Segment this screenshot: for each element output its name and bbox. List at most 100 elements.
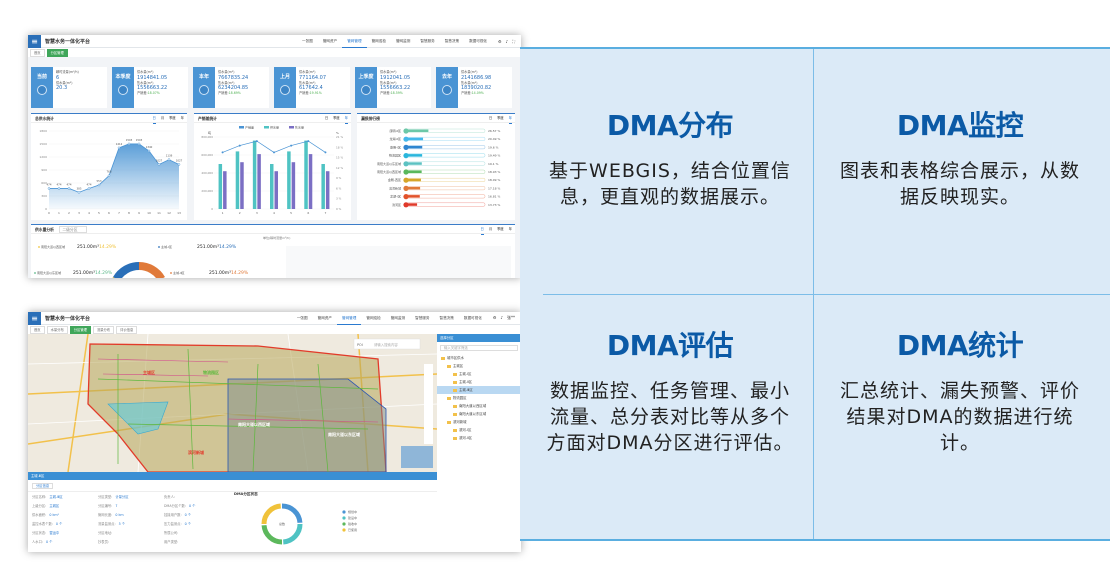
- period-tab[interactable]: 年: [508, 114, 512, 124]
- rank-bar[interactable]: [405, 154, 423, 157]
- tree-search-input[interactable]: 输入关键字筛选: [440, 345, 518, 351]
- period-tab[interactable]: 月: [160, 116, 165, 120]
- bar[interactable]: [257, 154, 261, 209]
- legend-label[interactable]: 售水量: [295, 125, 304, 130]
- breadcrumb-tab[interactable]: 评价信息: [116, 325, 138, 334]
- tree-item[interactable]: 主城-Ⅰ区: [437, 370, 521, 378]
- nav-item[interactable]: 智慧服务: [415, 315, 430, 320]
- nav-item[interactable]: 一张图: [296, 315, 308, 320]
- gear-icon[interactable]: ⚙: [492, 315, 497, 320]
- tree-item[interactable]: 南阳大道以西区域: [437, 402, 521, 410]
- tree-item[interactable]: 滨河-Ⅱ区: [437, 434, 521, 442]
- legend-label[interactable]: 已使用: [348, 527, 357, 532]
- map-toolbar[interactable]: [424, 364, 433, 444]
- bar[interactable]: [235, 151, 240, 209]
- rank-bar[interactable]: [405, 129, 429, 133]
- nav-item[interactable]: 智慧服务: [420, 38, 435, 43]
- nav-item[interactable]: 管网监测: [395, 38, 411, 43]
- nav-item[interactable]: 管网巡检: [371, 38, 386, 43]
- bar[interactable]: [252, 140, 257, 209]
- poi-select[interactable]: POI: [357, 343, 363, 347]
- donut-slice[interactable]: [138, 262, 165, 278]
- tree-item[interactable]: 主城-Ⅲ区: [437, 386, 521, 394]
- breadcrumb-tab[interactable]: 分区管理: [69, 325, 91, 334]
- bar[interactable]: [287, 151, 291, 209]
- legend-label[interactable]: 供水量: [270, 125, 279, 130]
- nav-item[interactable]: 管网巡检: [366, 315, 381, 320]
- legend-label[interactable]: 建设中: [348, 515, 357, 520]
- nav-item[interactable]: 智慧决策: [439, 315, 454, 320]
- tree-item[interactable]: 主城区: [437, 362, 521, 370]
- breadcrumb-tab[interactable]: 首页: [30, 48, 45, 57]
- period-tab[interactable]: 季度: [169, 116, 176, 120]
- data-point[interactable]: [67, 187, 71, 190]
- data-point[interactable]: [137, 142, 141, 146]
- rank-bar[interactable]: [405, 203, 418, 206]
- fullscreen-icon[interactable]: ⛶: [512, 38, 515, 44]
- tab-zone-info[interactable]: 分区信息: [32, 483, 54, 489]
- breadcrumb-tab[interactable]: 首页: [30, 325, 45, 334]
- period-tab[interactable]: 季度: [333, 116, 340, 120]
- bar[interactable]: [304, 140, 308, 209]
- breadcrumb-tab[interactable]: 水量分布: [46, 325, 68, 334]
- data-point[interactable]: [177, 163, 181, 166]
- data-point[interactable]: [47, 187, 51, 190]
- period-tab[interactable]: 年: [508, 227, 512, 231]
- data-point[interactable]: [307, 140, 310, 143]
- tree-item[interactable]: 滨河新城: [437, 418, 521, 426]
- data-point[interactable]: [57, 187, 61, 190]
- gear-icon[interactable]: ⚙: [498, 38, 502, 44]
- bar[interactable]: [325, 171, 330, 209]
- period-tab[interactable]: 季度: [497, 116, 504, 120]
- donut-slice[interactable]: [281, 503, 303, 524]
- data-point[interactable]: [117, 146, 121, 150]
- period-tab[interactable]: 季度: [497, 227, 504, 231]
- nav-item[interactable]: 数据可视化: [463, 315, 482, 320]
- tree-item[interactable]: 物流园区: [437, 394, 521, 402]
- nav-item[interactable]: 管网管理: [342, 35, 367, 48]
- period-tab[interactable]: 年: [344, 114, 348, 124]
- rank-bar[interactable]: [405, 162, 422, 165]
- bar[interactable]: [223, 171, 227, 209]
- rank-bar[interactable]: [405, 145, 423, 149]
- data-point[interactable]: [290, 144, 293, 147]
- rank-bar[interactable]: [405, 195, 420, 198]
- data-point[interactable]: [221, 151, 224, 154]
- data-point[interactable]: [167, 158, 171, 161]
- rank-bar[interactable]: [405, 137, 424, 141]
- user-name[interactable]: 张**: [507, 315, 515, 320]
- rank-bar[interactable]: [405, 186, 421, 190]
- breadcrumb-tab[interactable]: 分区管理: [46, 48, 68, 57]
- menu-icon[interactable]: ≡: [28, 312, 41, 325]
- data-point[interactable]: [255, 140, 258, 143]
- donut-slice[interactable]: [261, 524, 283, 545]
- bar[interactable]: [218, 164, 223, 209]
- period-tab[interactable]: 日: [480, 225, 484, 235]
- nav-item[interactable]: 管网资产: [322, 38, 338, 43]
- nav-item[interactable]: 管网资产: [317, 315, 332, 320]
- nav-item[interactable]: 管网管理: [337, 312, 362, 325]
- bar[interactable]: [308, 154, 313, 209]
- tree-item[interactable]: 主城-Ⅱ区: [437, 378, 521, 386]
- donut-slice[interactable]: [113, 262, 140, 278]
- legend-label[interactable]: 验收中: [348, 521, 357, 526]
- tree-item[interactable]: 滨河-Ⅰ区: [437, 426, 521, 434]
- legend-label[interactable]: 规划中: [348, 509, 357, 514]
- gis-map[interactable]: 主城区 南阳大道以西区域 南阳大道以东区域 滨河新城 物流园区 POI 请输入搜…: [28, 334, 437, 472]
- data-point[interactable]: [107, 174, 111, 177]
- data-point[interactable]: [97, 183, 101, 187]
- bar[interactable]: [321, 164, 325, 209]
- legend-label[interactable]: 产销差: [245, 125, 254, 130]
- nav-item[interactable]: 智慧决策: [444, 38, 460, 43]
- data-point[interactable]: [77, 191, 81, 194]
- tree-item[interactable]: 城市区供水: [437, 354, 521, 362]
- data-point[interactable]: [157, 163, 161, 166]
- bell-icon[interactable]: ♪: [500, 315, 503, 320]
- period-tab[interactable]: 日: [488, 116, 493, 120]
- bar[interactable]: [270, 164, 274, 209]
- data-point[interactable]: [127, 142, 131, 146]
- rank-bar[interactable]: [405, 178, 421, 182]
- breadcrumb-tab[interactable]: 流量分布: [92, 325, 115, 334]
- poi-search-input[interactable]: 请输入搜索内容: [374, 342, 398, 347]
- donut-slice[interactable]: [261, 503, 282, 525]
